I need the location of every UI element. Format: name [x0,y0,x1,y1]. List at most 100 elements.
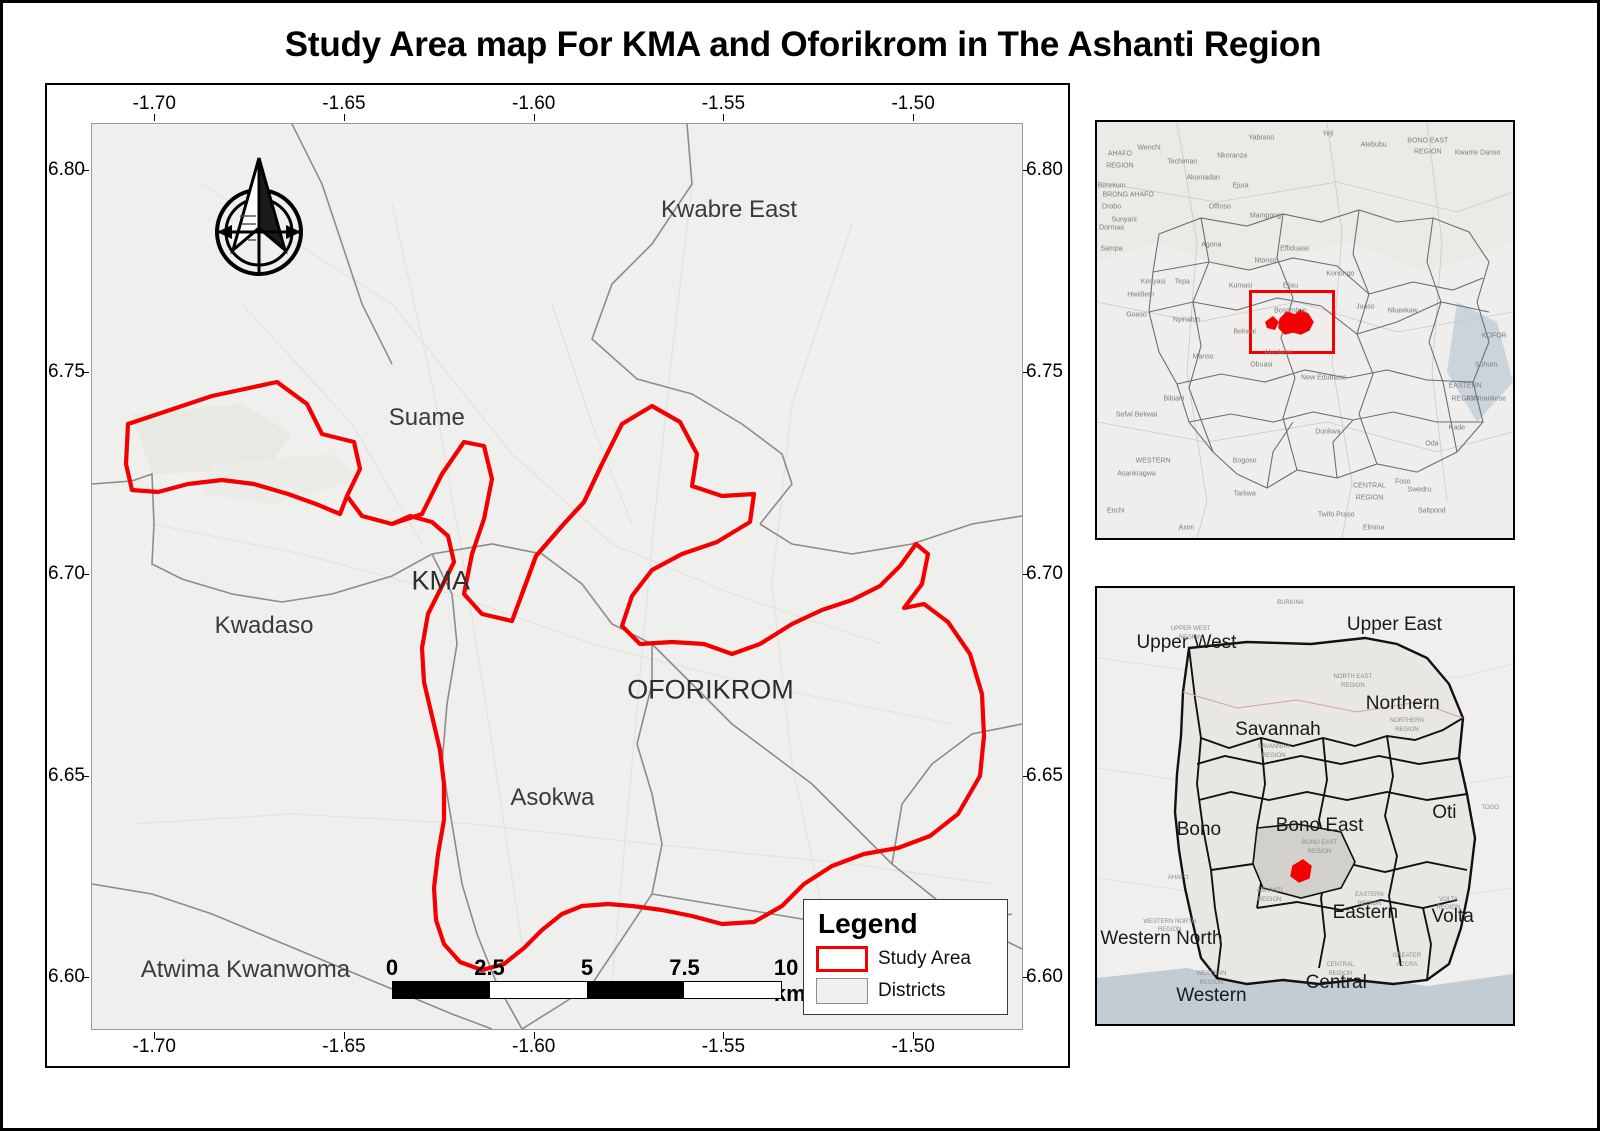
inset-label: Hwidiem [1127,291,1155,299]
inset-label: Nyinahin [1172,316,1201,324]
inset-label: Konongo [1326,270,1355,278]
inset-ghana-label-western-north: Western North [1100,927,1223,949]
inset-label: Manso [1192,353,1214,361]
y-tick-label: 6.75 [1026,360,1063,382]
y-tick-mark [82,573,89,575]
inset-ghana-country[interactable]: Upper West Upper East Savannah Northern … [1095,586,1515,1026]
inset-ghana-label-upper-east: Upper East [1346,614,1442,636]
locator-box-ashanti [1249,290,1335,354]
inset-label: AHAFO [1167,874,1189,881]
inset-label: REGION [1106,162,1134,170]
inset-label: VOLTA [1439,896,1458,903]
inset-label: REGION [1257,896,1282,903]
y-tick-label: 6.75 [48,360,85,382]
inset-label: Sefwi Bekwai [1115,411,1158,419]
inset-label: REGION [1261,752,1286,759]
inset-label: REGION [1395,726,1419,733]
inset-label: Kenyasi [1140,278,1166,286]
district-label-kwadaso: Kwadaso [214,612,314,640]
y-tick-label: 6.65 [48,764,85,786]
district-label-kma: KMA [411,565,471,596]
north-arrow-icon [202,154,317,279]
inset-label: Tarkwa [1233,490,1256,498]
inset-label: REGION [1307,848,1332,855]
inset-ghana-label-eastern: Eastern [1332,901,1399,923]
y-tick-mark [82,977,89,979]
inset-ghana-label-upper-west: Upper West [1136,631,1237,653]
district-label-asokwa: Asokwa [510,784,595,812]
legend-item-study-area[interactable]: Study Area [816,946,995,972]
inset-label: Akrokerri [1263,349,1292,357]
inset-label: NORTHERN [1389,717,1424,724]
inset-label: Mampong [1249,212,1282,220]
inset-label: Bogoso [1232,457,1257,465]
inset-label: Sampa [1100,245,1123,253]
x-tick-mark [343,1032,345,1039]
y-tick-mark [82,775,89,777]
inset-ghana-label-bono: Bono [1176,818,1222,840]
inset-label: REGION [1199,979,1224,986]
inset-label: REGION [1157,927,1182,934]
y-tick-label: 6.80 [1026,159,1063,181]
inset-ashanti-region[interactable]: BONO EAST REGION REGION AHAFO Kwame Dans… [1095,120,1515,540]
inset-label: NORTH EAST [1333,674,1373,681]
inset-label: Ejisu [1282,282,1299,290]
inset-label: Effiduase [1280,245,1310,253]
inset-label: Oda [1425,440,1439,448]
y-tick-label: 6.70 [48,562,85,584]
x-tick-mark [913,1032,915,1039]
legend-swatch-study-area [816,946,868,972]
inset-label: REGION [1355,494,1384,502]
x-tick-label: -1.55 [701,93,746,114]
main-map-canvas[interactable]: Kwabre East Suame Kwadaso KMA OFORIKROM … [91,123,1023,1030]
inset-ghana-label-savannah: Savannah [1235,718,1321,740]
inset-label: Bosomtwe [1274,307,1307,315]
scalebar-label-2_5: 2.5 [474,955,505,980]
inset-label: BONO EAST [1302,840,1338,847]
inset-label: GREATER [1392,953,1422,960]
scalebar-label-0: 0 [385,955,399,980]
x-tick-label: -1.50 [891,93,935,114]
inset-label: BONO EAST [1407,137,1449,145]
inset-label: CENTRAL [1326,962,1355,969]
inset-label: Tepa [1174,278,1190,286]
inset-label: REGION [1178,635,1203,642]
x-tick-mark [723,114,725,121]
inset-label: Bekwai [1233,328,1256,336]
inset-ghana-label-northern: Northern [1365,692,1440,714]
x-tick-label: -1.70 [132,1036,176,1057]
inset-label: UPPER WEST [1170,626,1211,633]
inset-label: Sunyani [1111,216,1137,224]
study-area-boundary [123,379,987,973]
x-tick-mark [533,114,535,121]
x-tick-label: -1.65 [322,93,366,114]
district-label-oforikrom: OFORIKROM [627,674,794,705]
inset-label: ACCRA [1396,962,1418,969]
y-tick-label: 6.80 [48,159,85,181]
legend-item-districts[interactable]: Districts [816,978,995,1004]
inset-label: Juaso [1355,303,1375,311]
x-tick-mark [723,1032,725,1039]
x-tick-label: -1.65 [322,1036,366,1057]
inset-label: EASTERN [1355,892,1384,899]
inset-label: Kade [1448,424,1466,432]
inset-label: Wenchi [1137,144,1161,152]
inset-label: Ntonso [1254,257,1277,265]
inset-label: Dormaa [1099,224,1124,232]
inset-label: Suhum [1474,361,1498,369]
inset-label: REGION [1451,395,1479,403]
inset-label: BURKINA [1277,600,1304,607]
y-tick-mark [82,371,89,373]
x-tick-mark [154,114,156,121]
inset-ghana-label-volta: Volta [1431,906,1474,928]
inset-label: Obuasi [1250,361,1273,369]
inset-label: Foso [1394,478,1411,486]
inset-label: Ejura [1232,182,1249,190]
district-label-suame: Suame [388,404,465,432]
main-map-frame: -1.70 -1.65 -1.60 -1.55 -1.50 -1.70 -1.65 -1.6… [45,83,1070,1068]
legend-swatch-districts [816,978,868,1004]
scale-bar: 0 2.5 5 7.5 10 km [386,955,806,1006]
inset-label: Twifo Praso [1317,511,1355,519]
legend-box: Legend Study Area Districts [803,899,1008,1015]
inset-label: Agona [1201,241,1222,249]
